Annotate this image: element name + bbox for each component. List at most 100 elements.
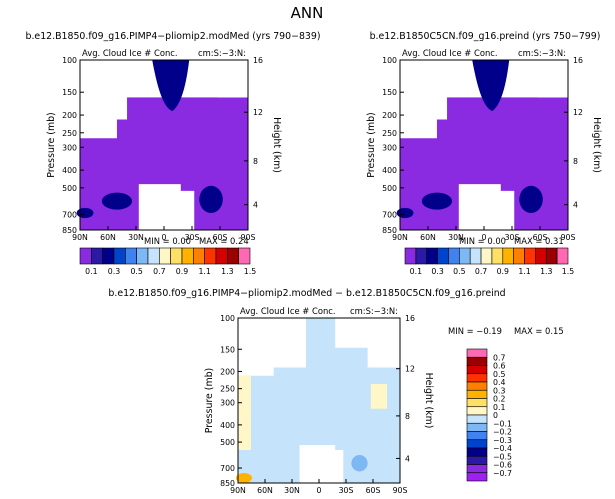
chart-panel-1: b.e12.B1850.f09_g16.PIMP4−pliomip2.modMe… (26, 31, 321, 276)
min-label: MIN = 0.00 (459, 236, 506, 246)
colorbar-swatch (466, 414, 488, 424)
colorbar-swatch (102, 247, 115, 265)
colorbar-label: −0.1 (493, 419, 512, 428)
x-tick-label: 90N (230, 486, 246, 495)
contour-core (396, 207, 414, 219)
y-right-tick-label: 4 (405, 454, 410, 463)
colorbar-swatch (147, 247, 160, 265)
colorbar-swatch (426, 247, 438, 265)
y-right-tick-label: 12 (253, 108, 263, 117)
colorbar-swatch (466, 365, 488, 375)
colorbar-swatch (466, 356, 488, 366)
y-right-tick-label: 12 (573, 108, 583, 117)
colorbar-swatch (159, 247, 171, 265)
colorbar-label: 1.5 (562, 267, 574, 276)
y-tick-label: 700 (62, 211, 77, 220)
chart-title: b.e12.B1850.f09_g16.PIMP4−pliomip2.modMe… (108, 288, 505, 299)
x-tick-label: 60N (420, 233, 436, 242)
surface-region (299, 445, 344, 483)
x-tick-label: 60S (366, 486, 381, 495)
colorbar-label: 1.3 (540, 267, 552, 276)
colorbar-label: 0.2 (493, 395, 505, 404)
colorbar-label: 0.7 (475, 267, 487, 276)
chart-units: cm:S:−3:N: (518, 48, 566, 58)
y-tick-label: 850 (220, 479, 235, 488)
colorbar-swatch (181, 247, 194, 265)
y-right-tick-label: 8 (573, 157, 578, 166)
contour-core (472, 60, 510, 111)
chart-subtitle: Avg. Cloud Ice # Conc. (402, 48, 498, 58)
y-axis-label: Pressure (mb) (46, 112, 57, 177)
colorbar-label: 0.3 (431, 267, 443, 276)
colorbar-swatch (466, 455, 488, 465)
x-tick-label: 90N (72, 233, 88, 242)
panels: b.e12.B1850.f09_g16.PIMP4−pliomip2.modMe… (26, 31, 603, 495)
colorbar-label: −0.6 (493, 461, 512, 470)
max-label: MAX = 0.24 (199, 236, 249, 246)
colorbar-swatch (466, 431, 488, 441)
colorbar-label: 1.1 (198, 267, 210, 276)
max-label: MAX = 0.15 (514, 326, 564, 336)
colorbar-swatch (466, 447, 488, 457)
colorbar-swatch (556, 247, 569, 265)
y-tick-label: 500 (62, 184, 77, 193)
colorbar-swatch (459, 247, 471, 265)
colorbar-swatch (524, 247, 536, 265)
colorbar-swatch (215, 247, 228, 265)
y-tick-label: 100 (382, 56, 397, 65)
contour-core (152, 60, 190, 111)
contour-core (421, 192, 453, 210)
y-tick-label: 250 (62, 129, 77, 138)
y-tick-label: 150 (62, 88, 77, 97)
y-tick-label: 200 (220, 367, 235, 376)
x-tick-label: 60N (100, 233, 116, 242)
colorbar-label: 0.5 (493, 370, 505, 379)
surface-region (138, 184, 195, 230)
y-right-tick-label: 8 (405, 412, 410, 421)
colorbar-label: 1.3 (221, 267, 233, 276)
y-tick-label: 100 (62, 56, 77, 65)
x-tick-label: 90N (392, 233, 408, 242)
colorbar-label: 0.7 (493, 353, 505, 362)
y-tick-label: 400 (382, 166, 397, 175)
y-tick-label: 150 (220, 345, 235, 354)
colorbar-label: 0.9 (176, 267, 188, 276)
positive-region (238, 375, 251, 450)
colorbar-label: 0.3 (493, 386, 505, 395)
contour-core (519, 185, 543, 213)
colorbar-swatch (466, 373, 488, 383)
colorbar-label: 1.1 (518, 267, 530, 276)
min-label: MIN = −0.19 (448, 326, 502, 336)
colorbar-swatch (535, 247, 547, 265)
x-tick-label: 30N (284, 486, 300, 495)
missing-region (400, 60, 568, 139)
colorbar-swatch (480, 247, 493, 265)
y-tick-label: 400 (62, 166, 77, 175)
y-tick-label: 400 (220, 421, 235, 430)
x-tick-label: 60S (533, 233, 548, 242)
colorbar-swatch (79, 247, 92, 265)
colorbar-swatch (466, 422, 488, 432)
colorbar-swatch (193, 247, 205, 265)
x-tick-label: 90S (393, 486, 408, 495)
y-tick-label: 150 (382, 88, 397, 97)
colorbar-swatch (466, 398, 488, 408)
y-right-axis-label: Height (km) (423, 373, 434, 429)
colorbar-label: −0.7 (493, 469, 512, 478)
x-tick-label: 30N (128, 233, 144, 242)
colorbar-label: 0.9 (497, 267, 509, 276)
y-tick-label: 100 (220, 314, 235, 323)
y-tick-label: 300 (62, 143, 77, 152)
y-axis-label: Pressure (mb) (366, 112, 377, 177)
colorbar-swatch (466, 439, 488, 449)
colorbar-swatch (466, 348, 488, 358)
x-tick-label: 30N (448, 233, 464, 242)
colorbar-swatch (466, 472, 488, 482)
colorbar-label: 0.6 (493, 362, 505, 371)
y-tick-label: 250 (220, 385, 235, 394)
colorbar-label: 0.5 (130, 267, 142, 276)
colorbar-label: −0.3 (493, 436, 512, 445)
negative-region (351, 454, 368, 472)
colorbar-swatch (545, 247, 558, 265)
x-tick-label: 60N (257, 486, 273, 495)
